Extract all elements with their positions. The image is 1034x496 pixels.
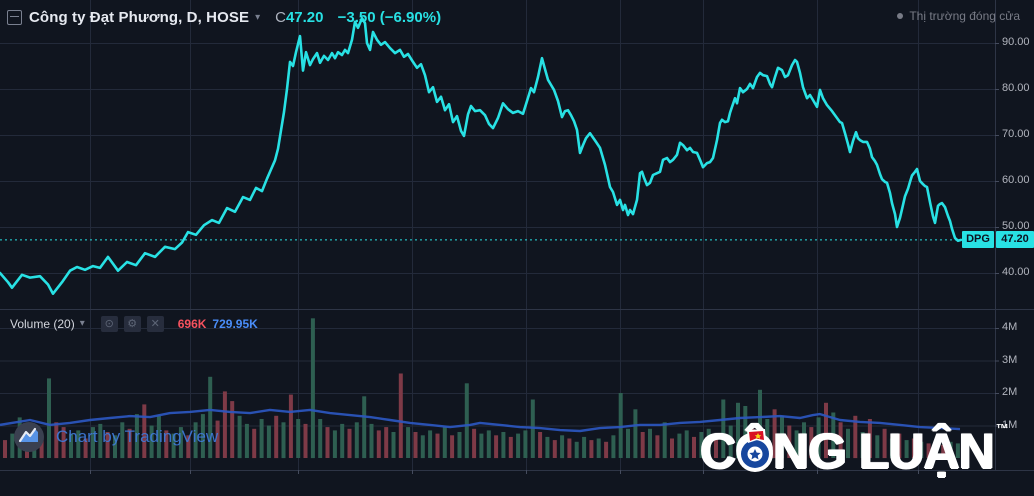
indicator-settings-icon[interactable]: ⚙ bbox=[123, 315, 141, 332]
market-status-dot-icon bbox=[897, 13, 904, 19]
price-axis[interactable]: 90.00 80.00 70.00 60.00 50.00 40.00 4M 3M 2M 1M bbox=[995, 0, 1034, 470]
ticker-price-tag: DPG bbox=[962, 231, 994, 249]
quote-values: C47.20 −3.50 (−6.90%) bbox=[275, 9, 441, 26]
tradingview-logo-icon bbox=[14, 422, 44, 452]
volume-value: 696K bbox=[177, 316, 207, 331]
tradingview-attribution-label: Chart by TradingView bbox=[56, 427, 219, 446]
price-axis-label: 40.00 bbox=[1002, 266, 1030, 278]
hide-indicator-icon[interactable]: ⊙ bbox=[100, 315, 118, 332]
volume-indicator-label[interactable]: Volume (20) bbox=[10, 316, 75, 331]
price-axis-label: 4M bbox=[1002, 321, 1018, 333]
price-axis-label: 1M bbox=[1002, 418, 1018, 431]
price-axis-label: 3M bbox=[1002, 353, 1018, 366]
volume-legend: Volume (20) ▾ ⊙ ⚙ ✕ 696K 729.95K bbox=[10, 315, 258, 332]
close-value: 47.20 bbox=[285, 8, 324, 26]
remove-indicator-icon[interactable]: ✕ bbox=[146, 315, 164, 332]
price-axis-label: 50.00 bbox=[1002, 220, 1030, 232]
market-status-label: Thị trường đóng cửa bbox=[909, 9, 1020, 23]
trademark-symbol: ™ bbox=[995, 421, 1009, 436]
chevron-down-icon[interactable]: ▾ bbox=[255, 11, 261, 23]
price-axis-label: 90.00 bbox=[1002, 36, 1030, 48]
tradingview-attribution[interactable]: Chart by TradingView bbox=[12, 420, 218, 454]
price-axis-label: 60.00 bbox=[1002, 174, 1030, 186]
volume-chevron-down-icon[interactable]: ▾ bbox=[79, 318, 85, 329]
price-axis-label: 70.00 bbox=[1002, 128, 1030, 140]
last-price-tag: 47.20 bbox=[996, 231, 1034, 249]
price-axis-label: 80.00 bbox=[1002, 82, 1030, 94]
volume-ma-value: 729.95K bbox=[212, 316, 258, 331]
congluan-emblem-icon bbox=[737, 429, 773, 472]
close-prefix: C bbox=[275, 8, 286, 26]
symbol-title[interactable]: Công ty Đạt Phương, D, HOSE bbox=[29, 8, 250, 26]
change-value: −3.50 (−6.90%) bbox=[337, 8, 442, 26]
market-status: Thị trường đóng cửa bbox=[897, 9, 1020, 23]
price-axis-label: 2M bbox=[1002, 386, 1018, 398]
symbol-menu-icon[interactable] bbox=[7, 9, 22, 25]
chart-header: Công ty Đạt Phương, D, HOSE ▾ C47.20 −3.… bbox=[7, 7, 441, 27]
